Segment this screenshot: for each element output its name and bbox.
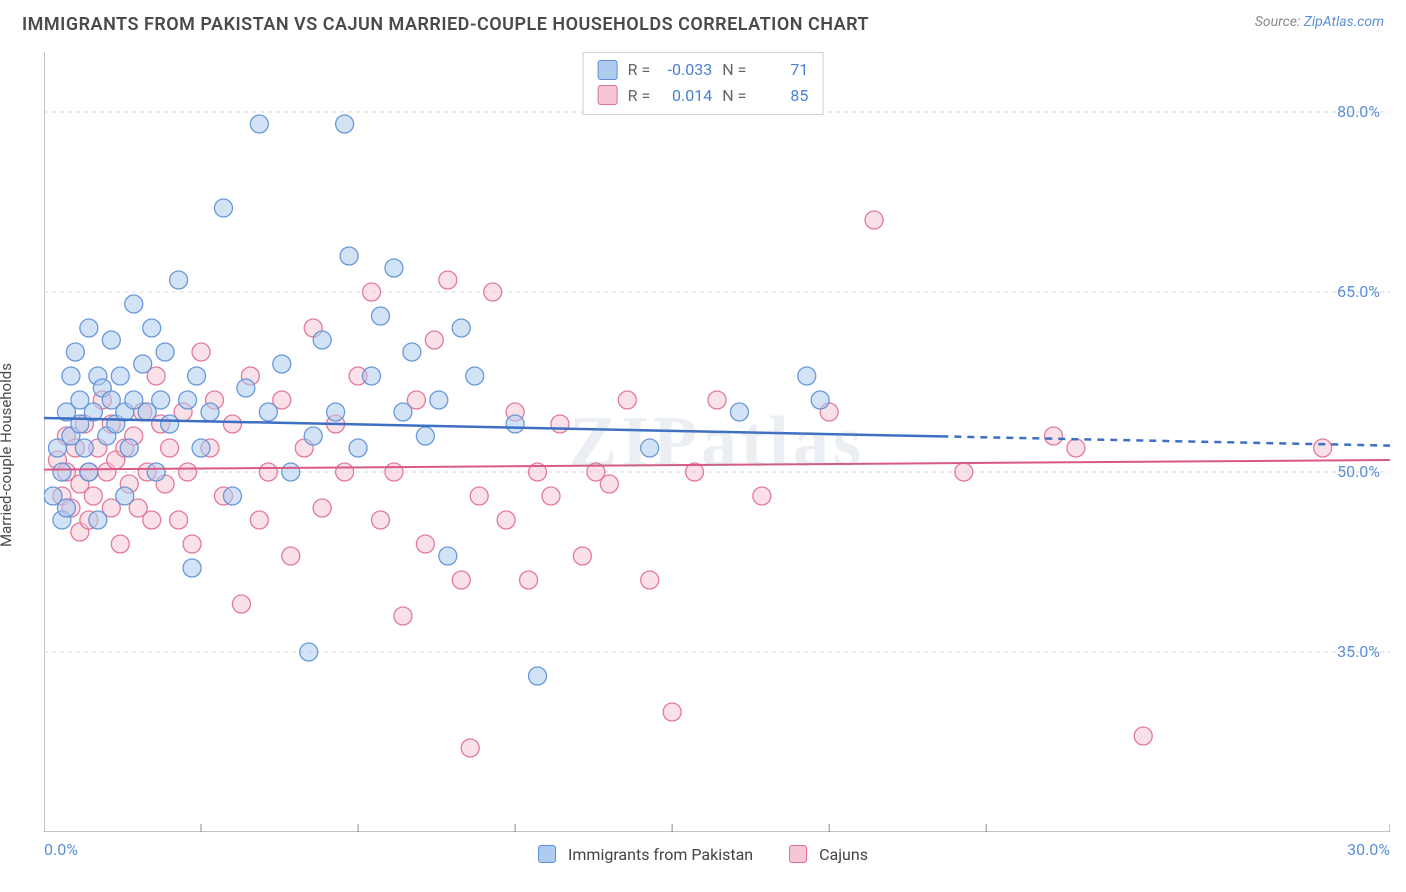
y-tick-label: 65.0% — [1337, 282, 1380, 301]
x-tick-min: 0.0% — [44, 840, 78, 859]
legend-r-label: R = — [628, 83, 651, 109]
source-label: Source: — [1255, 14, 1300, 30]
legend-swatch-series-a — [598, 60, 618, 80]
legend-r-value-b: 0.014 — [660, 83, 712, 109]
bottom-legend: Immigrants from Pakistan Cajuns — [538, 845, 868, 864]
scatter-chart — [44, 52, 1390, 832]
legend-item-series-a: Immigrants from Pakistan — [538, 845, 753, 864]
legend-row-series-b: R = 0.014 N = 85 — [598, 83, 809, 109]
legend-swatch-icon — [789, 845, 807, 863]
legend-swatch-series-b — [598, 85, 618, 105]
legend-n-label: N = — [722, 83, 746, 109]
chart-title: IMMIGRANTS FROM PAKISTAN VS CAJUN MARRIE… — [22, 14, 869, 35]
source: Source: ZipAtlas.com — [1255, 14, 1384, 30]
legend-n-value-b: 85 — [756, 83, 808, 109]
y-tick-label: 35.0% — [1337, 642, 1380, 661]
legend-n-value-a: 71 — [756, 57, 808, 83]
source-link[interactable]: ZipAtlas.com — [1304, 14, 1384, 30]
y-axis-label: Married-couple Households — [0, 363, 15, 547]
y-tick-label: 80.0% — [1337, 102, 1380, 121]
legend-r-value-a: -0.033 — [660, 57, 712, 83]
x-tick-max: 30.0% — [1347, 840, 1390, 859]
legend-label-series-b: Cajuns — [819, 845, 868, 864]
y-tick-label: 50.0% — [1337, 462, 1380, 481]
plot-area: ZIPatlas — [44, 52, 1390, 832]
legend-row-series-a: R = -0.033 N = 71 — [598, 57, 809, 83]
legend-swatch-icon — [538, 845, 556, 863]
legend-item-series-b: Cajuns — [789, 845, 868, 864]
legend-n-label: N = — [722, 57, 746, 83]
stats-legend: R = -0.033 N = 71 R = 0.014 N = 85 — [583, 52, 824, 115]
legend-label-series-a: Immigrants from Pakistan — [568, 845, 753, 864]
legend-r-label: R = — [628, 57, 651, 83]
